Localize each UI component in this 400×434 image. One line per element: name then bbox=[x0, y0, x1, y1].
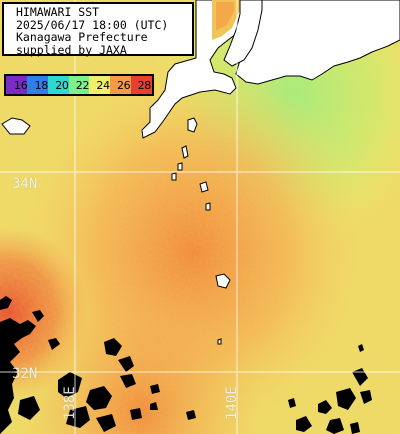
legend-label-22: 22 bbox=[75, 78, 90, 92]
lon-label-138e: 138E bbox=[62, 386, 78, 420]
map-credit: supplied by JAXA bbox=[16, 42, 127, 57]
islands bbox=[171, 117, 231, 345]
legend-swatch-20 bbox=[47, 76, 69, 94]
legend-label-20: 20 bbox=[55, 78, 69, 92]
no-data-regions bbox=[0, 296, 372, 434]
legend-labels: 16 18 20 22 24 26 28 bbox=[4, 74, 154, 96]
map-timestamp: 2025/06/17 18:00 (UTC) bbox=[16, 17, 169, 32]
legend-swatch-16 bbox=[6, 76, 27, 94]
map-region: Kanagawa Prefecture bbox=[16, 30, 148, 44]
legend-swatch-26 bbox=[110, 76, 132, 94]
legend-swatch-28 bbox=[131, 76, 152, 94]
land-kanagawa bbox=[141, 0, 400, 139]
map-title: HIMAWARI SST bbox=[16, 5, 100, 19]
legend-label-26: 26 bbox=[116, 78, 131, 92]
color-legend bbox=[4, 74, 154, 96]
legend-swatch-22 bbox=[68, 76, 90, 94]
legend-swatch-18 bbox=[26, 76, 48, 94]
lat-label-32n: 32N bbox=[12, 366, 38, 382]
lat-label-34n: 34N bbox=[12, 176, 38, 192]
legend-swatch-24 bbox=[89, 76, 111, 94]
map-info-box: HIMAWARI SST 2025/06/17 18:00 (UTC) Kana… bbox=[2, 2, 194, 56]
legend-label-28: 28 bbox=[137, 78, 152, 92]
legend-label-24: 24 bbox=[96, 78, 110, 92]
legend-label-18: 18 bbox=[34, 78, 49, 92]
land-izu-tip bbox=[1, 117, 31, 135]
lon-label-140e: 140E bbox=[224, 386, 240, 420]
legend-label-16: 16 bbox=[14, 78, 28, 92]
